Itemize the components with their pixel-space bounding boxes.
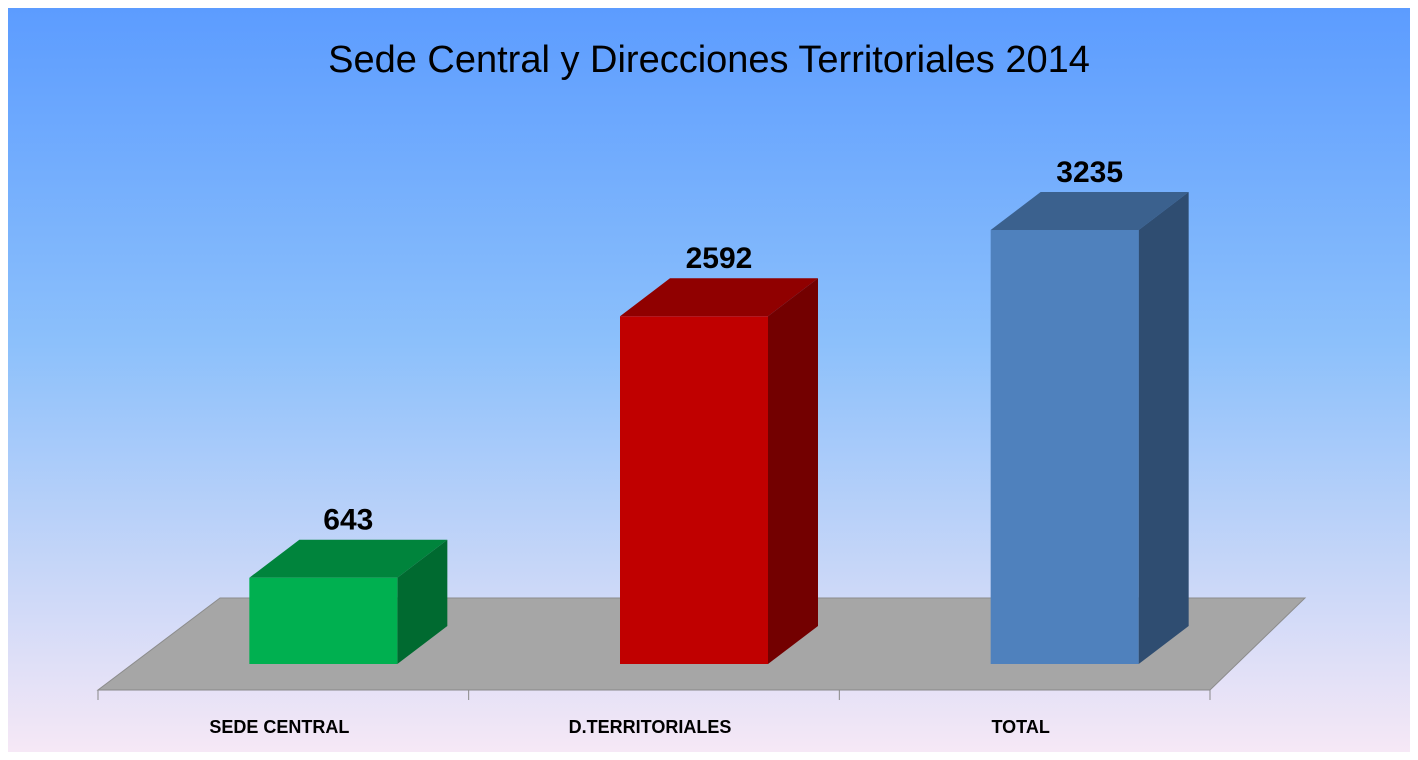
bar-side [1138, 192, 1189, 664]
chart-title: Sede Central y Direcciones Territoriales… [328, 39, 1090, 81]
data-label: 3235 [1056, 156, 1123, 189]
bar-top [620, 278, 818, 317]
data-label: 643 [323, 504, 373, 537]
bar-side [397, 539, 448, 664]
x-tick-label: SEDE CENTRAL [209, 717, 349, 737]
bar [249, 577, 398, 664]
bar [990, 230, 1139, 664]
x-tick-label: D.TERRITORIALES [569, 717, 732, 737]
bar-top [249, 539, 448, 578]
data-label: 2592 [686, 242, 753, 275]
bar-side [768, 278, 818, 664]
x-tick-label: TOTAL [992, 717, 1050, 737]
bar-top [990, 192, 1189, 230]
bar [620, 316, 768, 664]
